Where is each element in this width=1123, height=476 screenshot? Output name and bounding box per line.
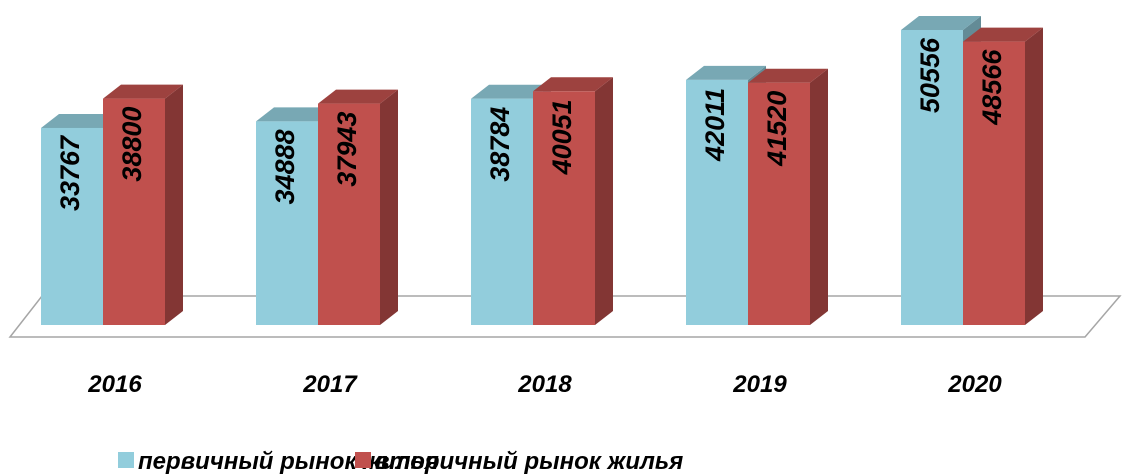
bar-top — [533, 77, 613, 92]
bar — [318, 89, 398, 325]
bar-top — [41, 113, 121, 128]
legend-swatch — [118, 452, 134, 468]
bar-front — [533, 91, 595, 325]
x-tick-label: 2019 — [732, 371, 787, 398]
data-label: 37943 — [332, 112, 362, 187]
data-label: 40051 — [547, 99, 577, 175]
data-label: 33767 — [55, 134, 85, 211]
bar-side — [165, 84, 183, 325]
bar-top — [963, 27, 1043, 42]
bar — [103, 84, 183, 325]
legend-label: вторичный рынок жилья — [375, 448, 683, 475]
bar-top — [103, 84, 183, 99]
bar-front — [318, 103, 380, 325]
x-tick-label: 2018 — [517, 371, 572, 398]
bar — [748, 68, 828, 326]
x-tick-label: 2020 — [947, 371, 1002, 398]
x-tick-label: 2017 — [302, 371, 358, 398]
data-label: 41520 — [762, 91, 792, 167]
bar-front — [686, 79, 748, 325]
data-label: 42011 — [700, 88, 730, 162]
bar-side — [810, 68, 828, 326]
bar-side — [380, 89, 398, 325]
bar-top — [318, 89, 398, 104]
legend-label: первичный рынок жилья — [138, 448, 439, 475]
bar-front — [103, 98, 165, 325]
data-label: 50556 — [915, 37, 945, 113]
bar-front — [41, 127, 103, 325]
bar-front — [256, 121, 318, 325]
bar — [963, 27, 1043, 325]
bar-front — [901, 30, 963, 325]
bar-front — [471, 98, 533, 326]
bar — [533, 77, 613, 325]
bar-top — [256, 107, 336, 122]
bar-top — [471, 84, 551, 99]
data-label: 34888 — [270, 129, 300, 204]
bar-front — [963, 41, 1025, 325]
data-label: 48566 — [977, 49, 1007, 126]
data-label: 38800 — [117, 107, 147, 182]
bar-top — [901, 16, 981, 30]
bar-top — [686, 65, 766, 80]
bar-side — [1025, 27, 1043, 325]
legend-swatch — [355, 452, 371, 468]
x-tick-label: 2016 — [87, 371, 142, 398]
data-label: 38784 — [485, 107, 515, 182]
bar-front — [748, 82, 810, 325]
bar-top — [748, 68, 828, 83]
bar-side — [595, 77, 613, 325]
